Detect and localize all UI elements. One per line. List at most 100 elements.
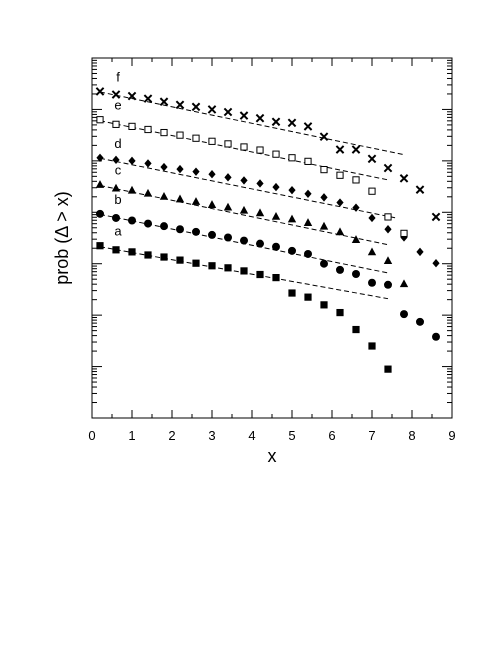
- data-point-c: [175, 194, 185, 203]
- data-point-c: [207, 200, 217, 208]
- axis-ticks: 0 1 2 3 4 5 6 7 8 9: [88, 58, 456, 443]
- data-point-b: [128, 216, 136, 225]
- x-tick-label: 9: [448, 428, 455, 443]
- x-tick-label: 2: [168, 428, 175, 443]
- data-point-d: [144, 159, 152, 168]
- data-point-d: [304, 189, 312, 198]
- data-point-e: [352, 176, 360, 184]
- data-point-a: [368, 342, 376, 350]
- data-point-f: [415, 185, 425, 194]
- data-point-e: [368, 187, 376, 195]
- data-point-b: [368, 278, 376, 287]
- data-point-f: [223, 107, 233, 117]
- data-point-a: [176, 256, 184, 264]
- data-point-b: [208, 230, 216, 239]
- x-tick-label: 8: [408, 428, 415, 443]
- data-point-d: [288, 185, 296, 195]
- series-label-f: f: [116, 69, 120, 84]
- data-point-c: [191, 197, 201, 205]
- data-point-b: [160, 222, 168, 231]
- data-point-a: [144, 251, 152, 259]
- data-point-f: [319, 132, 329, 141]
- data-point-c: [239, 205, 249, 214]
- data-point-a: [208, 262, 216, 270]
- data-point-a: [384, 365, 392, 373]
- data-point-b: [288, 246, 296, 255]
- data-point-a: [192, 259, 200, 267]
- x-tick-label: 7: [368, 428, 375, 443]
- data-point-b: [224, 233, 232, 242]
- x-tick-label: 6: [328, 428, 335, 443]
- data-point-a: [320, 301, 328, 309]
- data-point-f: [191, 102, 201, 112]
- data-point-d: [208, 170, 216, 179]
- data-point-d: [320, 193, 328, 202]
- data-point-e: [96, 116, 104, 124]
- data-point-a: [272, 274, 280, 282]
- data-point-a: [352, 325, 360, 334]
- x-tick-label: 4: [248, 428, 255, 443]
- data-point-d: [272, 182, 280, 192]
- data-point-c: [111, 183, 121, 192]
- data-point-c: [159, 191, 169, 200]
- data-point-e: [160, 128, 168, 137]
- data-point-a: [112, 246, 120, 254]
- data-point-f: [159, 97, 169, 107]
- data-point-f: [175, 100, 185, 110]
- data-point-e: [176, 131, 184, 139]
- series-label-b: b: [114, 192, 121, 207]
- data-point-f: [367, 154, 377, 164]
- data-point-e: [256, 146, 264, 154]
- data-point-a: [128, 248, 136, 256]
- data-point-b: [144, 219, 152, 228]
- data-point-c: [271, 212, 281, 220]
- data-point-f: [303, 122, 313, 131]
- data-point-a: [336, 308, 344, 317]
- data-point-e: [384, 213, 392, 221]
- data-point-f: [95, 87, 105, 96]
- series-label-c: c: [115, 163, 122, 178]
- data-point-f: [111, 90, 121, 99]
- data-point-d: [384, 225, 392, 234]
- data-points: [95, 87, 441, 373]
- data-point-b: [256, 239, 264, 248]
- data-point-c: [335, 227, 345, 236]
- data-point-b: [384, 280, 392, 289]
- data-point-c: [255, 208, 265, 217]
- data-point-e: [224, 140, 232, 148]
- data-point-f: [351, 145, 361, 154]
- data-point-d: [160, 162, 168, 172]
- data-point-f: [255, 113, 265, 123]
- data-point-e: [112, 120, 120, 128]
- data-point-f: [335, 145, 345, 154]
- data-point-b: [320, 259, 328, 268]
- data-point-d: [256, 179, 264, 188]
- data-point-e: [336, 171, 344, 179]
- data-point-d: [176, 164, 184, 174]
- data-point-d: [128, 156, 136, 166]
- data-point-a: [96, 242, 104, 250]
- data-point-c: [399, 279, 409, 288]
- data-point-a: [224, 264, 232, 272]
- data-point-c: [367, 247, 377, 256]
- data-point-e: [128, 122, 136, 131]
- data-point-b: [112, 213, 120, 222]
- series-label-d: d: [114, 136, 121, 151]
- data-point-f: [287, 118, 297, 128]
- data-point-b: [416, 317, 424, 326]
- data-point-f: [239, 111, 249, 120]
- series-label-a: a: [114, 224, 122, 239]
- data-point-b: [176, 225, 184, 234]
- series-label-e: e: [114, 98, 121, 113]
- data-point-d: [416, 247, 424, 257]
- data-point-a: [304, 293, 312, 301]
- data-point-b: [240, 236, 248, 245]
- y-axis-label: prob (Δ > x): [52, 191, 72, 285]
- x-tick-label: 3: [208, 428, 215, 443]
- data-point-e: [288, 154, 296, 162]
- data-point-c: [303, 218, 313, 226]
- data-point-c: [223, 202, 233, 211]
- data-point-b: [432, 332, 440, 341]
- x-tick-label: 0: [88, 428, 95, 443]
- data-point-e: [240, 143, 248, 151]
